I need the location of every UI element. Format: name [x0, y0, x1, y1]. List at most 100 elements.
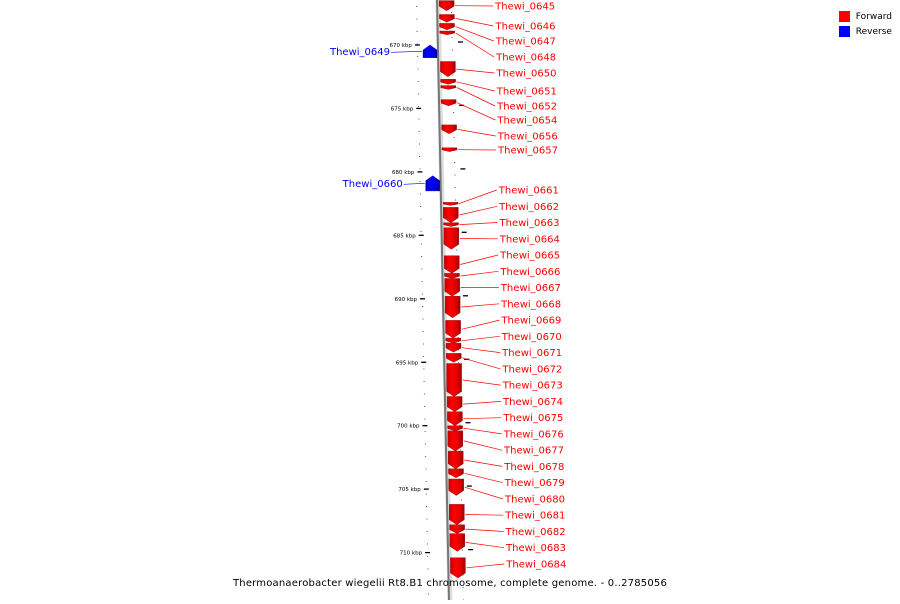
gene-label[interactable]: Thewi_0649: [329, 47, 390, 58]
track-dot: [425, 431, 426, 432]
track-dot: [418, 94, 419, 95]
gene-label[interactable]: Thewi_0660: [342, 179, 403, 190]
gene-label[interactable]: Thewi_0652: [496, 102, 557, 113]
gene-forward-feature[interactable]: [443, 207, 458, 222]
gene-forward-feature[interactable]: [443, 202, 458, 205]
gene-label[interactable]: Thewi_0670: [501, 332, 562, 343]
gene-forward-feature[interactable]: [440, 31, 455, 35]
gene-label[interactable]: Thewi_0673: [502, 381, 563, 392]
gene-label[interactable]: Thewi_0650: [496, 69, 557, 80]
gene-leader-line: [464, 460, 502, 466]
gene-label[interactable]: Thewi_0666: [499, 267, 560, 278]
gene-reverse-feature[interactable]: [426, 176, 440, 191]
gene-forward-feature[interactable]: [450, 525, 465, 534]
gene-forward-feature[interactable]: [448, 451, 463, 469]
gene-forward-feature[interactable]: [445, 273, 460, 278]
gene-label[interactable]: Thewi_0675: [502, 413, 563, 424]
track-dot: [425, 444, 426, 445]
gene-forward-feature[interactable]: [448, 426, 463, 431]
gene-forward-feature[interactable]: [446, 320, 461, 338]
gene-forward-feature[interactable]: [444, 223, 459, 227]
gene-label[interactable]: Thewi_0680: [504, 495, 565, 506]
gene-label[interactable]: Thewi_0676: [503, 429, 564, 440]
gene-leader-line: [459, 190, 497, 204]
gene-leader-line: [462, 320, 500, 329]
gene-forward-feature[interactable]: [445, 296, 460, 318]
track-dot: [428, 594, 429, 595]
track-dot: [422, 281, 423, 282]
track-dot: [452, 50, 453, 51]
gene-forward-feature[interactable]: [440, 62, 455, 77]
gene-label[interactable]: Thewi_0647: [495, 37, 556, 48]
gene-label[interactable]: Thewi_0656: [497, 132, 558, 143]
track-dot: [456, 250, 457, 251]
gene-label[interactable]: Thewi_0681: [504, 511, 565, 522]
gene-forward-feature[interactable]: [449, 479, 464, 496]
gene-label[interactable]: Thewi_0677: [503, 446, 564, 457]
track-dot: [424, 394, 425, 395]
track-dot: [421, 231, 422, 232]
gene-label[interactable]: Thewi_0654: [496, 116, 557, 127]
track-dot: [422, 319, 423, 320]
gene-forward-feature[interactable]: [450, 534, 465, 552]
gene-forward-feature[interactable]: [441, 86, 456, 90]
gene-forward-feature[interactable]: [447, 364, 462, 397]
gene-forward-feature[interactable]: [444, 228, 459, 250]
gene-forward-feature[interactable]: [447, 412, 462, 426]
gene-forward-feature[interactable]: [442, 148, 457, 152]
gene-label[interactable]: Thewi_0684: [505, 560, 566, 571]
gene-label[interactable]: Thewi_0679: [504, 478, 565, 489]
track-dot: [461, 500, 462, 501]
forward-swatch: [839, 11, 850, 22]
gene-label[interactable]: Thewi_0663: [499, 218, 560, 229]
gene-label[interactable]: Thewi_0651: [496, 87, 557, 98]
gene-label[interactable]: Thewi_0678: [503, 462, 564, 473]
gene-label[interactable]: Thewi_0667: [500, 283, 561, 294]
gene-label[interactable]: Thewi_0662: [498, 202, 559, 213]
gene-leader-line: [460, 223, 498, 225]
gene-leader-line: [457, 103, 495, 120]
gene-label[interactable]: Thewi_0648: [495, 53, 556, 64]
gene-reverse-feature[interactable]: [423, 45, 437, 58]
scale-tick-label: 695 kbp: [396, 360, 419, 366]
gene-forward-feature[interactable]: [449, 504, 464, 524]
gene-label[interactable]: Thewi_0645: [494, 2, 555, 13]
gene-label[interactable]: Thewi_0672: [501, 364, 562, 375]
gene-forward-feature[interactable]: [440, 23, 455, 29]
gene-forward-feature[interactable]: [449, 469, 464, 478]
gene-leader-line: [457, 88, 495, 107]
gene-label[interactable]: Thewi_0674: [502, 397, 563, 408]
gene-forward-feature[interactable]: [447, 397, 462, 412]
gene-forward-feature[interactable]: [446, 353, 461, 362]
gene-forward-feature[interactable]: [445, 279, 460, 297]
gene-label[interactable]: Thewi_0671: [501, 348, 562, 359]
gene-forward-feature[interactable]: [439, 1, 454, 11]
gene-label[interactable]: Thewi_0657: [497, 146, 558, 157]
gene-label[interactable]: Thewi_0682: [505, 527, 566, 538]
track-dot: [423, 344, 424, 345]
gene-forward-feature[interactable]: [441, 100, 456, 106]
track-dot: [421, 269, 422, 270]
track-dot: [451, 12, 452, 13]
gene-forward-feature[interactable]: [439, 15, 454, 23]
gene-label[interactable]: Thewi_0669: [500, 316, 561, 327]
gene-forward-feature[interactable]: [446, 338, 461, 343]
scale-tick-label: 700 kbp: [397, 424, 420, 430]
gene-forward-feature[interactable]: [446, 343, 461, 352]
gene-label[interactable]: Thewi_0664: [499, 234, 560, 245]
gene-leader-line: [458, 129, 496, 136]
gene-label[interactable]: Thewi_0661: [498, 186, 559, 197]
gene-forward-feature[interactable]: [441, 79, 456, 84]
gene-label[interactable]: Thewi_0683: [505, 543, 566, 554]
gene-label[interactable]: Thewi_0665: [499, 251, 560, 262]
gene-forward-feature[interactable]: [442, 125, 457, 134]
gene-label[interactable]: Thewi_0668: [500, 299, 561, 310]
gene-forward-feature[interactable]: [448, 431, 463, 451]
gene-leader-line: [463, 380, 501, 385]
track-dot: [427, 531, 428, 532]
scale-tick-label: 710 kbp: [400, 551, 423, 557]
gene-forward-feature[interactable]: [444, 256, 459, 274]
track-dot: [454, 175, 455, 176]
gene-leader-line: [404, 183, 425, 184]
gene-label[interactable]: Thewi_0646: [495, 22, 556, 33]
